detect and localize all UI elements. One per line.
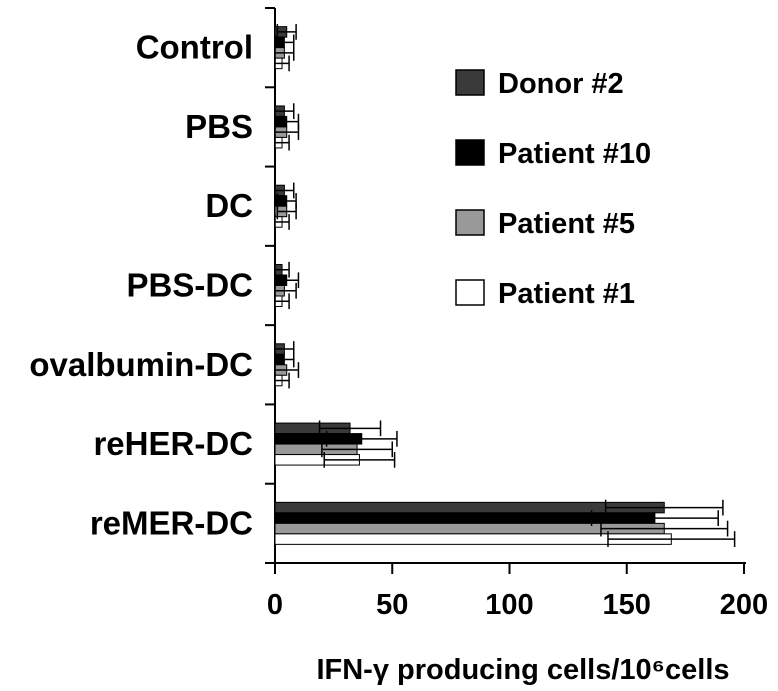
x-tick-label: 50 [376, 589, 408, 621]
legend-label: Patient #5 [498, 208, 635, 240]
x-tick-label: 200 [720, 589, 768, 621]
category-label: PBS-DC [126, 267, 253, 304]
legend-label: Patient #10 [498, 138, 651, 170]
x-tick-label: 0 [267, 589, 283, 621]
category-label: Control [136, 29, 253, 66]
category-label: reHER-DC [93, 425, 253, 462]
legend-swatch [455, 69, 485, 96]
error-bars-layer [274, 24, 736, 547]
category-label: reMER-DC [90, 504, 253, 541]
legend-swatch [455, 279, 485, 306]
labels-layer: Control PBS DC PBS-DC ovalbumin-DC reHER-DC re… [29, 29, 253, 542]
legend-label: Patient #1 [498, 278, 635, 310]
legend-swatch [455, 209, 485, 236]
category-label: PBS [185, 108, 253, 145]
x-axis-title: IFN-γ producing cells/10⁶cells [316, 654, 729, 686]
legend: Donor #2 Patient #10 Patient #5 Patient #1 [455, 68, 651, 310]
category-label: DC [205, 187, 253, 224]
x-tick-label: 150 [603, 589, 651, 621]
axes-layer: 0 50 100 150 200 [265, 7, 768, 621]
legend-label: Donor #2 [498, 68, 624, 100]
x-tick-label: 100 [485, 589, 533, 621]
legend-swatch [455, 139, 485, 166]
category-label: ovalbumin-DC [29, 346, 253, 383]
